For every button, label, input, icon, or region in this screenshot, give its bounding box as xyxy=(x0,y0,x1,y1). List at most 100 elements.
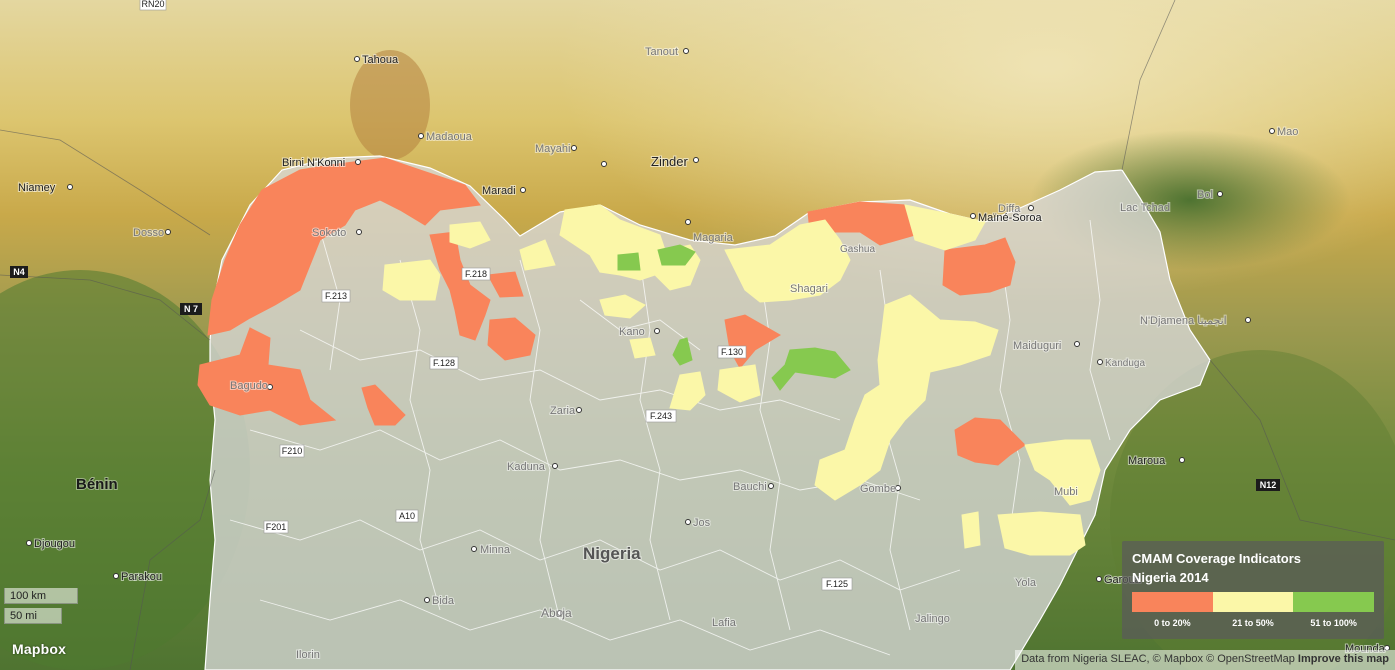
region-mid-11 xyxy=(1024,439,1101,506)
coverage-mid-regions xyxy=(382,204,1101,556)
coverage-low-regions xyxy=(197,157,1026,466)
road-shield-f243: F.243 xyxy=(645,409,677,423)
coverage-high-regions xyxy=(617,244,851,391)
city-label-gashua: Gashua xyxy=(840,244,875,255)
region-zamfara-low xyxy=(429,231,491,341)
city-label-madaoua: Madaoua xyxy=(426,131,473,143)
road-shield-f130: F.130 xyxy=(717,345,747,359)
region-kebbi-low xyxy=(197,327,337,426)
region-mid-13 xyxy=(961,511,981,549)
city-label-gombe: Gombe xyxy=(860,483,896,495)
city-label-mayahi: Mayahi xyxy=(535,143,570,155)
city-label-bauchi: Bauchi xyxy=(733,481,767,493)
city-label-djougou: Djougou xyxy=(34,538,75,550)
region-gombe-low xyxy=(954,417,1026,466)
city-label-bagudo: Bagudo xyxy=(230,380,268,392)
city-label-kaduna: Kaduna xyxy=(507,461,546,473)
region-high-3 xyxy=(672,337,693,366)
region-high-4 xyxy=(771,347,851,391)
region-mid-12 xyxy=(997,511,1086,556)
admin-boundaries xyxy=(229,219,1111,656)
road-shield-a10: A10 xyxy=(395,509,419,523)
city-label-sokoto: Sokoto xyxy=(312,227,346,239)
city-label-tahoua: Tahoua xyxy=(362,54,399,66)
attribution: Data from Nigeria SLEAC, © Mapbox © Open… xyxy=(1015,650,1395,670)
legend-label-mid: 21 to 50% xyxy=(1232,618,1274,628)
city-label-niamey: Niamey xyxy=(18,182,56,194)
city-label-diffa: Diffa xyxy=(998,203,1021,215)
legend-swatch-mid xyxy=(1212,592,1294,612)
svg-text:F.213: F.213 xyxy=(325,291,347,301)
region-mid-4 xyxy=(559,204,701,291)
improve-map-link[interactable]: Improve this map xyxy=(1297,653,1389,665)
city-label-shagari: Shagari xyxy=(790,283,828,295)
city-label-zaria: Zaria xyxy=(550,405,576,417)
scale-bar-mi: 50 mi xyxy=(4,608,62,624)
city-label-maiduguri: Maiduguri xyxy=(1013,340,1061,352)
region-katsina-low xyxy=(487,317,536,361)
city-label-birni-nkonni: Birni N'Konni xyxy=(282,157,345,169)
city-label-mao: Mao xyxy=(1277,126,1298,138)
map-legend: CMAM Coverage Indicators Nigeria 2014 0 … xyxy=(1122,541,1384,639)
city-label-dosso: Dosso xyxy=(133,227,164,239)
legend-subtitle: Nigeria 2014 xyxy=(1132,570,1209,585)
svg-text:F201: F201 xyxy=(266,522,287,532)
tahoua-ridge xyxy=(350,50,430,160)
legend-label-high: 51 to 100% xyxy=(1310,618,1357,628)
road-shield-rn20: RN20 xyxy=(139,0,167,11)
attribution-sep: © xyxy=(1202,653,1218,665)
region-mid-9 xyxy=(669,371,706,411)
region-mid-3 xyxy=(519,239,556,271)
city-label-maine-soroa: Maïné-Soroa xyxy=(978,212,1042,224)
southwest-vegetation xyxy=(0,270,250,670)
attribution-osm-link[interactable]: OpenStreetMap xyxy=(1217,653,1295,665)
svg-text:F.218: F.218 xyxy=(465,269,487,279)
legend-label-low: 0 to 20% xyxy=(1154,618,1191,628)
road-shield-n12: N12 xyxy=(1256,479,1280,491)
road-shields: RN20 N4 N 7 F.213 F.218 F.128 F.130 F.24… xyxy=(10,0,1280,591)
svg-text:A10: A10 xyxy=(399,511,415,521)
attribution-prefix: Data from Nigeria SLEAC, © xyxy=(1021,653,1164,665)
region-high-2 xyxy=(657,244,696,266)
region-sokoto-low xyxy=(207,157,481,336)
region-zamfara-east-low xyxy=(487,271,524,298)
region-mid-8 xyxy=(814,294,999,501)
svg-text:N4: N4 xyxy=(13,267,25,277)
legend-swatch-low xyxy=(1132,592,1213,612)
city-label-bida: Bida xyxy=(432,595,455,607)
scale-bar-km: 100 km xyxy=(4,588,78,604)
region-high-1 xyxy=(617,252,641,271)
city-label-jalingo: Jalingo xyxy=(915,613,950,625)
svg-text:N12: N12 xyxy=(1260,480,1277,490)
city-label-maroua: Maroua xyxy=(1128,455,1166,467)
svg-text:F.128: F.128 xyxy=(433,358,455,368)
city-label-bol: Bol xyxy=(1197,189,1213,201)
city-dots xyxy=(26,48,1390,651)
region-mid-1 xyxy=(382,259,441,301)
city-label-kanduga: Kanduga xyxy=(1105,358,1145,369)
legend-labels: 0 to 20% 21 to 50% 51 to 100% xyxy=(1132,618,1374,628)
city-label-yola: Yola xyxy=(1015,577,1037,589)
region-mid-7 xyxy=(904,204,986,251)
road-shield-f213: F.213 xyxy=(321,289,351,303)
svg-text:RN20: RN20 xyxy=(141,0,164,9)
svg-text:F.125: F.125 xyxy=(826,579,848,589)
city-label-lac-tchad: Lac Tchad xyxy=(1120,202,1170,214)
region-mid-5 xyxy=(599,294,646,319)
city-label-ndjamena: N'Djamena انجمينا xyxy=(1140,315,1227,327)
city-label-parakou: Parakou xyxy=(121,571,162,583)
mapbox-logo[interactable]: Mapbox xyxy=(12,641,67,657)
region-yobe-east-low xyxy=(942,237,1016,296)
city-label-ilorin: Ilorin xyxy=(296,649,320,661)
road-shield-n4: N4 xyxy=(10,266,28,278)
city-label-mubi: Mubi xyxy=(1054,486,1078,498)
city-labels: Tahoua Tanout Madaoua Birni N'Konni Maya… xyxy=(17,45,1387,662)
road-shield-f210: F210 xyxy=(279,444,305,458)
country-label-nigeria: Nigeria xyxy=(583,544,641,563)
country-label-benin: Bénin xyxy=(76,476,118,493)
attribution-mapbox-link[interactable]: Mapbox xyxy=(1163,653,1203,665)
city-label-magaria: Magaria xyxy=(693,232,734,244)
road-shield-f218: F.218 xyxy=(461,267,491,281)
